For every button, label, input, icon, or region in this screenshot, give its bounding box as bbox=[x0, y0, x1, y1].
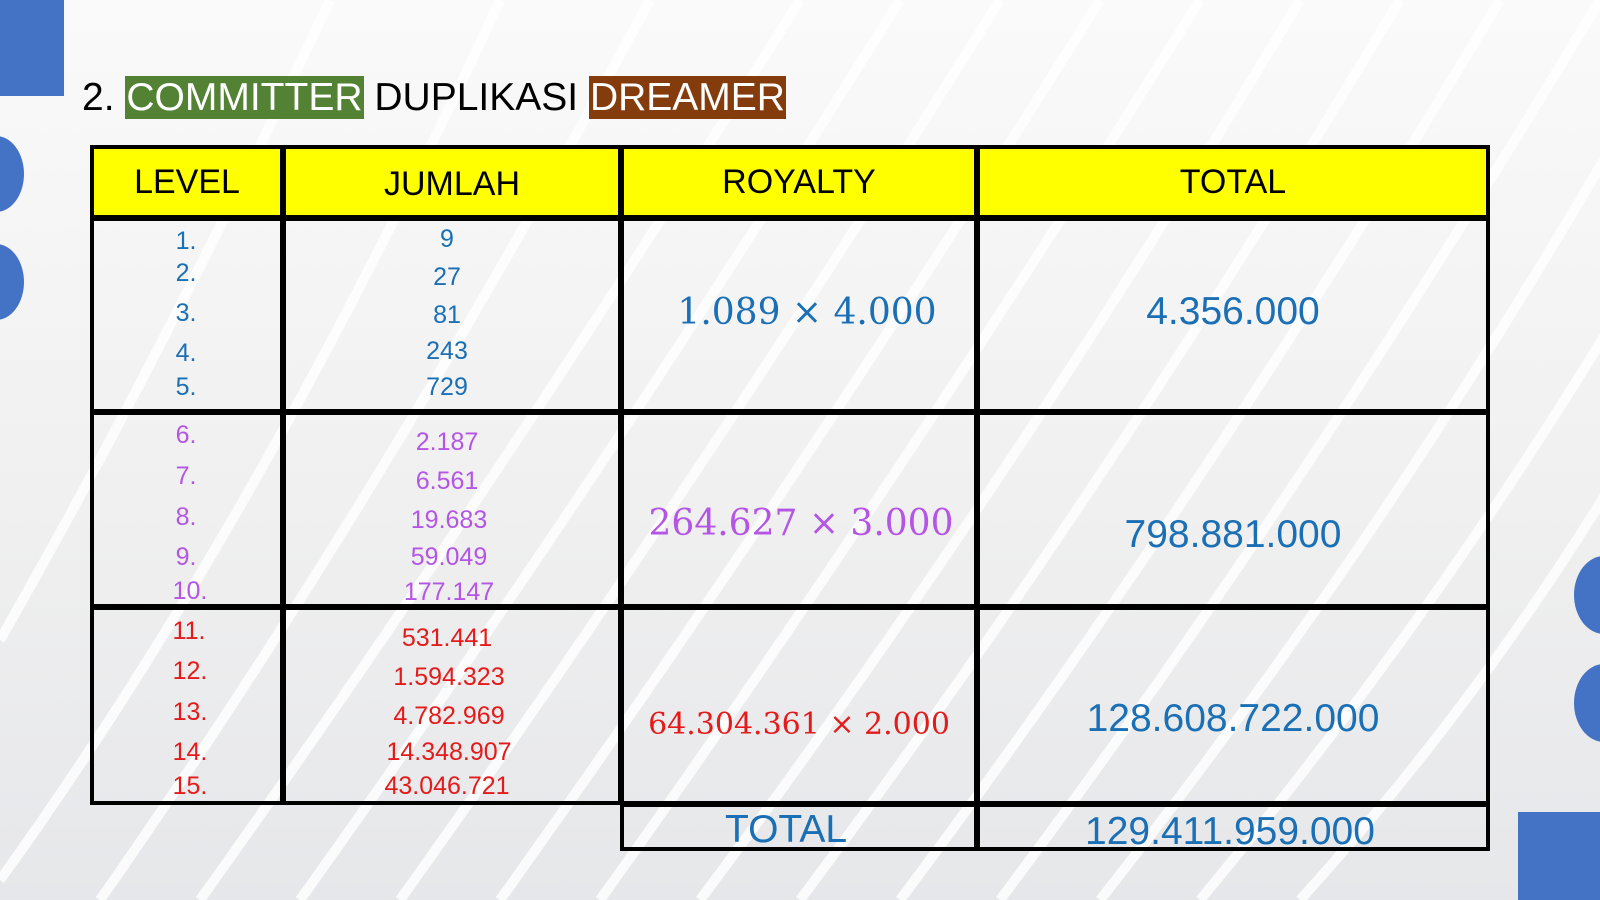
group-total-value: 4.356.000 bbox=[1146, 290, 1320, 333]
jumlah-value: 27 bbox=[433, 263, 461, 291]
corner-square-bottom-right bbox=[1518, 812, 1600, 900]
title-dreamer: DREAMER bbox=[588, 76, 786, 119]
level-label: 15. bbox=[172, 772, 208, 800]
header-level-cell: LEVEL bbox=[90, 145, 284, 219]
jumlah-value: 81 bbox=[433, 301, 461, 329]
group-total-value: 798.881.000 bbox=[1124, 513, 1342, 556]
jumlah-value: 19.683 bbox=[410, 506, 488, 534]
level-label: 1. bbox=[175, 227, 197, 255]
jumlah-value: 43.046.721 bbox=[384, 772, 510, 800]
level-label: 9. bbox=[175, 543, 197, 571]
group-total-value: 128.608.722.000 bbox=[1086, 697, 1380, 740]
title-duplikasi: DUPLIKASI bbox=[374, 76, 579, 119]
grand-total-value: 129.411.959.000 bbox=[1085, 810, 1375, 853]
level-label: 11. bbox=[172, 617, 206, 645]
royalty-formula: 64.304.361 × 2.000 bbox=[648, 707, 950, 742]
level-label: 13. bbox=[172, 698, 208, 726]
title-committer: COMMITTER bbox=[125, 76, 364, 119]
royalty-formula: 1.089 × 4.000 bbox=[677, 292, 937, 333]
header-level: LEVEL bbox=[134, 163, 240, 201]
jumlah-value: 531.441 bbox=[401, 624, 493, 652]
jumlah-value: 59.049 bbox=[410, 543, 488, 571]
header-jumlah-cell: JUMLAH bbox=[282, 145, 622, 219]
level-label: 2. bbox=[175, 259, 197, 287]
level-label: 12. bbox=[172, 657, 208, 685]
level-label: 5. bbox=[175, 373, 197, 401]
jumlah-value: 14.348.907 bbox=[386, 738, 512, 766]
group3-royalty-cell bbox=[620, 606, 978, 805]
header-royalty-cell: ROYALTY bbox=[620, 145, 978, 219]
page-title: 2. COMMITTER DUPLIKASI DREAMER bbox=[82, 74, 786, 122]
group2-total-cell bbox=[976, 411, 1490, 608]
level-label: 6. bbox=[175, 421, 197, 449]
header-total: TOTAL bbox=[1179, 163, 1287, 201]
level-label: 14. bbox=[172, 738, 208, 766]
header-total-cell: TOTAL bbox=[976, 145, 1490, 219]
jumlah-value: 9 bbox=[440, 225, 454, 253]
grand-total-value-cell bbox=[976, 803, 1490, 851]
level-label: 10. bbox=[172, 577, 208, 605]
header-royalty: ROYALTY bbox=[722, 163, 876, 201]
jumlah-value: 6.561 bbox=[415, 467, 479, 495]
corner-square-top-left bbox=[0, 0, 64, 96]
level-label: 7. bbox=[175, 462, 197, 490]
royalty-formula: 264.627 × 3.000 bbox=[648, 503, 954, 544]
jumlah-value: 2.187 bbox=[415, 428, 479, 456]
level-label: 8. bbox=[175, 503, 197, 531]
level-label: 4. bbox=[175, 339, 197, 367]
jumlah-value: 1.594.323 bbox=[393, 663, 505, 691]
header-jumlah: JUMLAH bbox=[383, 165, 521, 203]
jumlah-value: 729 bbox=[426, 373, 468, 401]
grand-total-label: TOTAL bbox=[724, 808, 848, 851]
jumlah-value: 243 bbox=[426, 337, 468, 365]
jumlah-value: 4.782.969 bbox=[393, 702, 505, 730]
jumlah-value: 177.147 bbox=[403, 578, 495, 606]
title-number: 2. bbox=[82, 76, 115, 119]
level-label: 3. bbox=[175, 299, 197, 327]
